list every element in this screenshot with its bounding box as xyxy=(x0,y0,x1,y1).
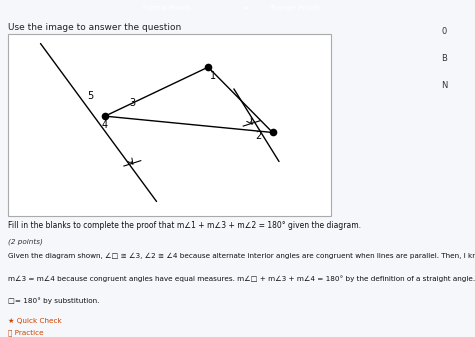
Text: 1: 1 xyxy=(210,71,216,81)
Text: Fill in the blanks to complete the proof that m∠1 + m∠3 + m∠2 = 180° given the d: Fill in the blanks to complete the proof… xyxy=(8,221,361,230)
Text: (2 points): (2 points) xyxy=(8,238,43,245)
Text: m∠3 = m∠4 because congruent angles have equal measures. m∠□ + m∠3 + m∠4 = 180° b: m∠3 = m∠4 because congruent angles have … xyxy=(8,275,475,282)
Text: 3: 3 xyxy=(129,97,135,108)
Text: 5: 5 xyxy=(87,91,94,101)
Text: 2: 2 xyxy=(255,131,261,141)
Text: N: N xyxy=(441,81,447,90)
Text: □= 180° by substitution.: □= 180° by substitution. xyxy=(8,297,100,304)
Text: 4: 4 xyxy=(102,120,108,130)
Text: Triangle Proofs: Triangle Proofs xyxy=(269,5,320,10)
Text: Formal Proofs: Formal Proofs xyxy=(142,5,190,10)
Bar xyxy=(8,34,331,216)
Text: Use the image to answer the question: Use the image to answer the question xyxy=(8,23,181,32)
Text: B: B xyxy=(441,54,447,63)
Text: 0: 0 xyxy=(441,27,447,36)
Text: ★ Quick Check: ★ Quick Check xyxy=(8,318,62,324)
Text: 📚 Practice: 📚 Practice xyxy=(8,329,44,336)
Text: ▸: ▸ xyxy=(245,5,249,10)
Text: Given the diagram shown, ∠□ ≅ ∠3, ∠2 ≅ ∠4 because alternate interior angles are : Given the diagram shown, ∠□ ≅ ∠3, ∠2 ≅ ∠… xyxy=(8,253,475,259)
